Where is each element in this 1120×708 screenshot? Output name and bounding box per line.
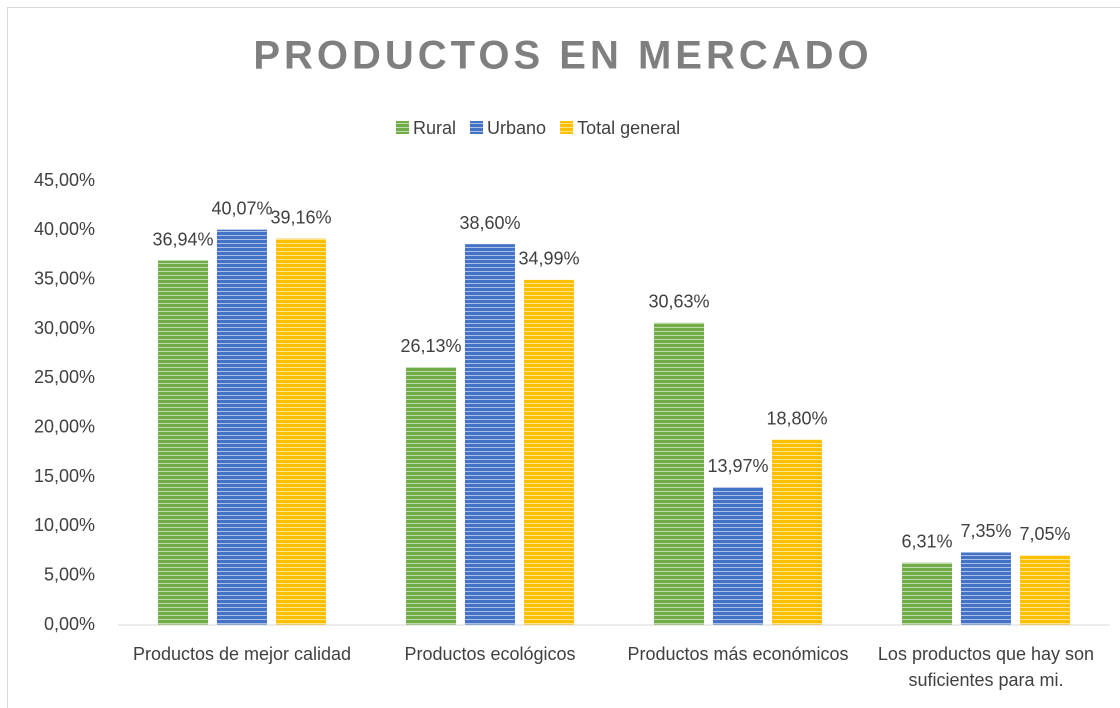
legend-label: Urbano: [487, 118, 546, 138]
y-tick-label: 25,00%: [34, 367, 95, 387]
y-tick-label: 45,00%: [34, 170, 95, 190]
data-label: 13,97%: [707, 456, 768, 476]
data-label: 38,60%: [459, 213, 520, 233]
x-tick-label-box: Productos ecológicos: [404, 644, 576, 664]
bar: [961, 552, 1011, 625]
y-tick-label: 15,00%: [34, 466, 95, 486]
bar: [1020, 555, 1070, 625]
y-tick-label: 35,00%: [34, 268, 95, 288]
bar: [524, 279, 574, 625]
bar: [276, 238, 326, 625]
x-tick-label: Productos más económicos: [627, 644, 849, 664]
bar: [406, 367, 456, 625]
legend-swatch: [470, 121, 484, 134]
data-label: 18,80%: [766, 408, 827, 428]
bar: [654, 322, 704, 625]
data-label: 39,16%: [270, 207, 331, 227]
y-tick-label: 5,00%: [44, 564, 95, 584]
x-tick-label-box: Productos más económicos: [627, 644, 849, 664]
bar: [713, 487, 763, 625]
y-tick-label: 20,00%: [34, 416, 95, 436]
data-label: 36,94%: [152, 229, 213, 249]
legend-swatch: [396, 121, 409, 134]
data-label: 26,13%: [400, 336, 461, 356]
data-label: 30,63%: [648, 292, 709, 312]
data-label: 7,05%: [1019, 524, 1070, 544]
y-tick-label: 0,00%: [44, 614, 95, 634]
x-tick-label: Los productos que hay son suficientes pa…: [877, 644, 1095, 690]
x-tick-label-box: Los productos que hay son suficientes pa…: [877, 644, 1095, 690]
y-tick-label: 10,00%: [34, 515, 95, 535]
x-tick-label-box: Productos de mejor calidad: [132, 644, 352, 664]
y-tick-label: 40,00%: [34, 219, 95, 239]
legend-label: Total general: [577, 118, 680, 138]
legend-label: Rural: [413, 118, 456, 138]
legend-swatch: [560, 121, 574, 134]
bar: [217, 229, 267, 625]
chart-title: PRODUCTOS EN MERCADO: [253, 34, 872, 78]
data-label: 40,07%: [211, 198, 272, 218]
bar: [902, 562, 952, 625]
bar: [158, 260, 208, 625]
x-tick-label: Productos ecológicos: [404, 644, 576, 664]
data-label: 7,35%: [960, 521, 1011, 541]
data-label: 34,99%: [518, 249, 579, 269]
x-tick-label: Productos de mejor calidad: [132, 644, 352, 664]
bar: [772, 439, 822, 625]
y-tick-label: 30,00%: [34, 318, 95, 338]
bar: [465, 244, 515, 625]
data-label: 6,31%: [901, 531, 952, 551]
